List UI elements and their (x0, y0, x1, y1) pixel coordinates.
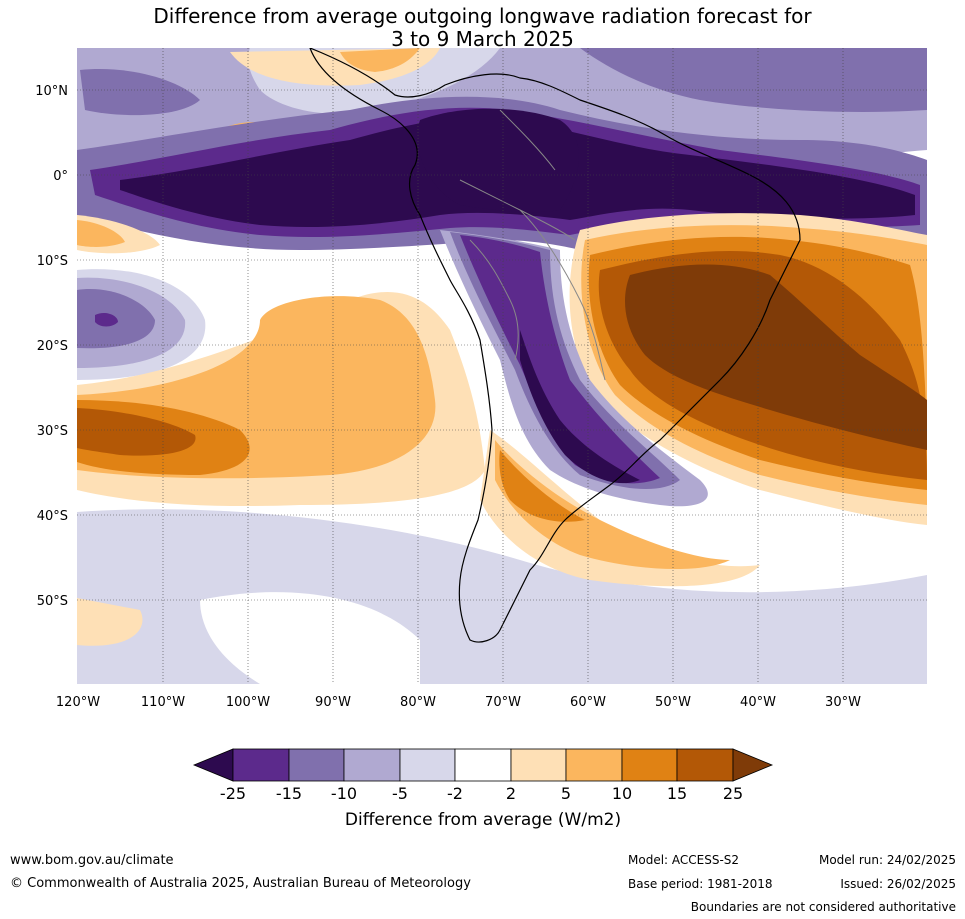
lon-label-100w: 100°W (226, 695, 270, 710)
anomaly-region-patagonia-darkorange (499, 450, 585, 522)
lat-label-50s: 50°S (37, 594, 68, 609)
map-title-line2: 3 to 9 March 2025 (391, 27, 574, 51)
anomaly-region-north-orange (340, 48, 420, 72)
colorbar-swatch-8 (621, 748, 678, 782)
colorbar-extend-low (192, 748, 234, 782)
country-borders (459, 109, 606, 381)
colorbar-swatch-1 (232, 748, 290, 782)
anomaly-field (77, 48, 927, 684)
lat-label-10n: 10°N (35, 84, 68, 99)
colorbar-tick-10: 25 (723, 784, 743, 803)
lat-label-30s: 30°S (37, 424, 68, 439)
anomaly-region-patagonia-orange (495, 440, 730, 570)
colorbar-swatch-4 (399, 748, 456, 782)
anomaly-region-ne-purple (580, 48, 927, 112)
colorbar-swatch-9 (676, 748, 734, 782)
colorbar-tick-1: -25 (220, 784, 246, 803)
anomaly-region-west-orange (77, 220, 125, 247)
lat-label-10s: 10°S (37, 254, 68, 269)
lon-label-40w: 40°W (740, 695, 776, 710)
colorbar-tick-9: 15 (667, 784, 687, 803)
lon-label-120w: 120°W (56, 695, 100, 710)
issued-label: Issued: 26/02/2025 (840, 877, 956, 891)
anomaly-region-west-blob-core (95, 312, 118, 327)
anomaly-region-sp-brown (77, 408, 196, 456)
anomaly-region-south-gap (200, 592, 420, 684)
anomaly-region-patagonia-tan (480, 430, 760, 587)
colorbar-tick-4: -5 (392, 784, 408, 803)
anomaly-region-atl-darkbrown (625, 264, 927, 450)
lat-label-20s: 20°S (37, 339, 68, 354)
copyright-text: © Commonwealth of Australia 2025, Austra… (10, 876, 471, 891)
colorbar (192, 748, 774, 782)
lon-label-60w: 60°W (570, 695, 606, 710)
colorbar-title: Difference from average (W/m2) (345, 810, 621, 830)
colorbar-tick-2: -15 (276, 784, 302, 803)
lon-label-80w: 80°W (400, 695, 436, 710)
anomaly-region-tongue-strong (460, 235, 660, 484)
lat-label-40s: 40°S (37, 509, 68, 524)
anomaly-region-southwest-tan (77, 598, 143, 646)
colorbar-tick-7: 5 (561, 784, 571, 803)
colorbar-extend-high (732, 748, 774, 782)
lon-label-50w: 50°W (655, 695, 691, 710)
disclaimer-text: Boundaries are not considered authoritat… (690, 900, 956, 914)
colorbar-swatch-7 (565, 748, 623, 782)
colorbar-swatch-2 (288, 748, 345, 782)
south-america-coastline (309, 48, 801, 643)
colorbar-swatch-5 (454, 748, 512, 782)
base-period-label: Base period: 1981-2018 (628, 877, 773, 891)
lon-label-70w: 70°W (485, 695, 521, 710)
colorbar-tick-6: 2 (506, 784, 516, 803)
colorbar-tick-8: 10 (612, 784, 632, 803)
lat-label-0: 0° (53, 169, 68, 184)
lon-label-90w: 90°W (315, 695, 351, 710)
model-label: Model: ACCESS-S2 (628, 853, 740, 867)
anomaly-region-amazon-core (417, 108, 579, 213)
map-title-line1: Difference from average outgoing longwav… (153, 4, 812, 28)
lon-label-30w: 30°W (825, 695, 861, 710)
anomaly-region-tongue-extreme (520, 330, 640, 484)
model-run-label: Model run: 24/02/2025 (818, 853, 956, 867)
colorbar-swatch-3 (343, 748, 401, 782)
colorbar-swatch-6 (510, 748, 567, 782)
colorbar-tick-5: -2 (447, 784, 463, 803)
colorbar-tick-3: -10 (331, 784, 357, 803)
graticule (77, 48, 927, 684)
lon-label-110w: 110°W (141, 695, 185, 710)
coastlines (309, 48, 801, 643)
website-link[interactable]: www.bom.gov.au/climate (10, 853, 174, 868)
anomaly-region-nw-purple (80, 69, 200, 116)
